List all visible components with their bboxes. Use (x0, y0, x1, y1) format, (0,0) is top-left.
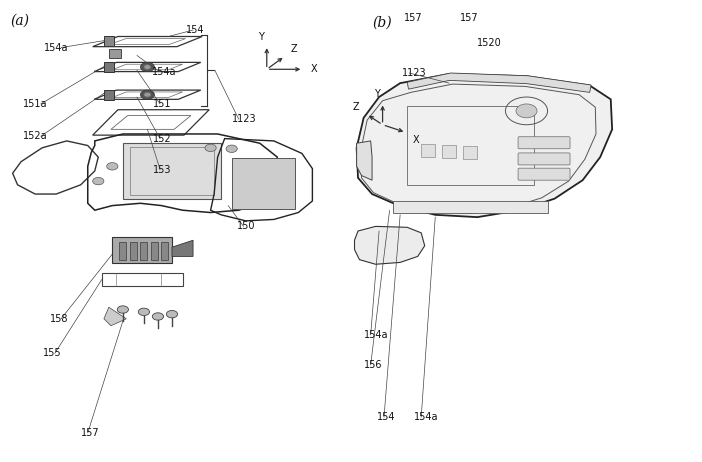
Text: 151: 151 (153, 99, 171, 109)
Circle shape (144, 92, 151, 97)
Polygon shape (172, 240, 193, 256)
Text: X: X (413, 135, 420, 145)
Text: 1520: 1520 (477, 37, 502, 48)
Text: 154a: 154a (364, 330, 388, 340)
Polygon shape (104, 307, 126, 326)
Text: 154a: 154a (44, 43, 68, 53)
Circle shape (152, 313, 164, 320)
Polygon shape (104, 90, 114, 100)
Text: 158: 158 (50, 314, 68, 324)
Text: 157: 157 (81, 428, 100, 438)
Text: 152: 152 (153, 134, 172, 144)
Circle shape (138, 308, 150, 316)
FancyBboxPatch shape (119, 242, 126, 260)
Text: 154: 154 (377, 412, 395, 422)
Text: Z: Z (291, 44, 297, 54)
Text: 154a: 154a (152, 67, 177, 77)
FancyBboxPatch shape (130, 242, 137, 260)
Circle shape (516, 104, 537, 118)
FancyBboxPatch shape (161, 242, 168, 260)
FancyBboxPatch shape (442, 145, 456, 158)
Text: 157: 157 (404, 13, 423, 24)
Text: Y: Y (258, 31, 264, 42)
FancyBboxPatch shape (518, 153, 570, 165)
Circle shape (226, 145, 237, 152)
Polygon shape (357, 74, 612, 217)
Text: 154a: 154a (414, 412, 439, 422)
Circle shape (166, 310, 178, 318)
FancyBboxPatch shape (518, 168, 570, 180)
FancyBboxPatch shape (123, 143, 221, 199)
FancyBboxPatch shape (151, 242, 158, 260)
Text: (b): (b) (372, 16, 392, 30)
FancyBboxPatch shape (140, 242, 147, 260)
Text: 155: 155 (43, 348, 62, 359)
Polygon shape (109, 49, 121, 58)
Circle shape (205, 144, 216, 152)
Text: 1123: 1123 (232, 114, 256, 124)
Text: 1123: 1123 (402, 68, 427, 78)
FancyBboxPatch shape (232, 158, 295, 209)
Text: 150: 150 (237, 221, 255, 231)
FancyBboxPatch shape (393, 201, 548, 213)
Text: X: X (310, 64, 317, 74)
Circle shape (93, 177, 104, 185)
Text: 157: 157 (460, 13, 479, 24)
FancyBboxPatch shape (463, 146, 477, 159)
Circle shape (140, 90, 154, 99)
FancyBboxPatch shape (421, 144, 435, 157)
Polygon shape (104, 62, 114, 72)
Circle shape (140, 62, 154, 72)
Polygon shape (112, 237, 172, 263)
Text: 156: 156 (364, 360, 382, 370)
Polygon shape (104, 36, 114, 46)
Circle shape (107, 163, 118, 170)
Circle shape (144, 65, 151, 69)
Text: Z: Z (353, 102, 359, 112)
Text: 154: 154 (186, 25, 204, 35)
Polygon shape (355, 226, 425, 264)
Circle shape (117, 306, 128, 313)
FancyBboxPatch shape (518, 137, 570, 149)
Text: 151a: 151a (23, 99, 48, 109)
Polygon shape (407, 73, 591, 92)
Text: 153: 153 (153, 164, 171, 175)
Text: 152a: 152a (23, 131, 48, 141)
Text: (a): (a) (11, 14, 29, 28)
Text: Y: Y (374, 89, 380, 99)
Polygon shape (357, 141, 372, 180)
